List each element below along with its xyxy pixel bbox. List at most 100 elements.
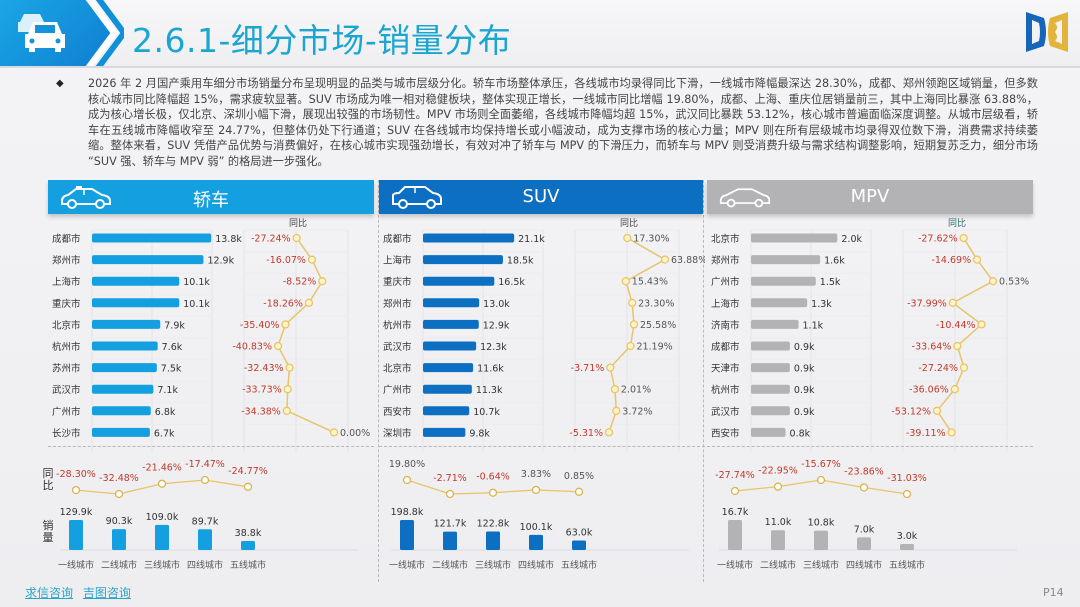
yoy-point xyxy=(621,277,630,286)
yoy-value: -36.06% xyxy=(909,385,949,396)
city-label: 广州市 xyxy=(383,384,412,396)
tier-sales-bar xyxy=(857,537,871,550)
city-label: 成都市 xyxy=(383,233,412,245)
sales-bar xyxy=(92,384,154,394)
chevron-icon xyxy=(85,0,124,66)
tier-yoy-value: -28.30% xyxy=(56,469,96,480)
panel-header-suv: SUV xyxy=(379,180,703,214)
yoy-point xyxy=(604,428,614,437)
tier-sales-value: 100.1k xyxy=(520,522,553,533)
yoy-value: -35.40% xyxy=(240,320,280,331)
tier-sales-bar xyxy=(69,520,83,550)
tier-yoy-value: -23.86% xyxy=(844,466,884,477)
sales-value: 12.9k xyxy=(207,256,234,267)
tier-label: 二线城市 xyxy=(432,559,468,571)
sales-value: 13.8k xyxy=(215,234,242,245)
city-label: 广州市 xyxy=(711,276,740,288)
tier-sales-bar xyxy=(112,529,126,550)
sales-value: 18.5k xyxy=(507,256,534,267)
panel-header-mpv: MPV xyxy=(707,180,1033,214)
city-label: 郑州市 xyxy=(52,255,81,267)
tier-sales-bar xyxy=(814,530,828,550)
city-label: 成都市 xyxy=(52,233,81,245)
sales-value: 11.3k xyxy=(476,385,503,396)
page-number: P14 xyxy=(1043,586,1064,599)
footer-link-jitu[interactable]: 吉图咨询 xyxy=(82,586,131,600)
sales-value: 12.3k xyxy=(480,342,507,353)
sedan-car-icon xyxy=(61,186,111,209)
tier-yoy-value: -32.48% xyxy=(99,473,139,484)
tier-yoy-point xyxy=(114,489,124,499)
panel-sedan: 轿车 同比 成都市 13.8k 郑州市 12.9k 上海市 10.1k 重庆市 10.1k 北京市… xyxy=(43,180,374,582)
tier-yoy-value: -22.95% xyxy=(758,466,798,477)
sales-value: 11.6k xyxy=(477,364,504,375)
panel-title: MPV xyxy=(850,186,890,207)
tier-label: 二线城市 xyxy=(101,559,137,571)
tier-sales-value: 122.8k xyxy=(477,518,510,529)
tier-chart-suv: 198.8k 一线城市 121.7k 二线城市 122.8k 三线城市 100.1k 四线城市… xyxy=(389,459,689,571)
city-label: 上海市 xyxy=(383,255,412,267)
sales-value: 6.7k xyxy=(154,428,175,439)
sales-value: 6.8k xyxy=(155,407,176,418)
yoy-value: 25.58% xyxy=(640,320,676,331)
tier-yoy-point xyxy=(157,479,167,488)
sales-bar xyxy=(92,427,150,437)
sales-bar xyxy=(92,341,158,351)
yoy-point xyxy=(932,406,942,415)
yoy-point xyxy=(606,363,615,372)
tier-label: 三线城市 xyxy=(475,559,511,571)
tier-sales-value: 16.7k xyxy=(722,507,749,518)
sales-value: 0.9k xyxy=(794,364,815,375)
tier-yoy-value: 0.85% xyxy=(564,471,594,482)
tier-label: 二线城市 xyxy=(760,559,796,571)
tier-label: 四线城市 xyxy=(187,559,223,571)
yoy-value: 3.72% xyxy=(622,406,652,417)
city-label: 上海市 xyxy=(52,276,81,288)
sales-bar xyxy=(751,384,790,394)
sales-bar xyxy=(751,341,790,351)
yoy-value: 0.00% xyxy=(340,428,370,439)
sales-bar xyxy=(751,298,808,308)
panel-header-sedan: 轿车 xyxy=(48,180,374,214)
sales-bar xyxy=(92,233,212,243)
yoy-value: -37.99% xyxy=(907,298,947,309)
header-badge xyxy=(0,0,112,66)
city-label: 郑州市 xyxy=(383,298,412,310)
yoy-value: -27.24% xyxy=(251,234,291,245)
yoy-point xyxy=(959,233,968,243)
tier-yoy-value: -21.46% xyxy=(142,463,182,474)
tier-label: 四线城市 xyxy=(518,559,554,571)
city-label: 广州市 xyxy=(52,406,81,418)
yoy-point xyxy=(660,255,670,264)
yoy-point xyxy=(281,320,290,329)
sales-value: 0.9k xyxy=(794,407,815,418)
sales-bar xyxy=(423,319,479,329)
tier-yoy-point xyxy=(773,482,783,491)
yoy-value: 21.19% xyxy=(636,342,672,353)
tier-sales-bar xyxy=(529,534,543,550)
city-label: 杭州市 xyxy=(711,384,740,396)
tier-sales-value: 129.9k xyxy=(60,507,93,518)
sales-bar xyxy=(423,255,503,265)
footer-link-qiuxin[interactable]: 求信咨询 xyxy=(25,586,74,600)
tier-yoy-value: 19.80% xyxy=(389,459,425,470)
yoy-value: -27.24% xyxy=(918,363,958,374)
sales-bar xyxy=(751,233,838,243)
yoy-point xyxy=(988,277,998,286)
sales-value: 10.1k xyxy=(183,299,210,310)
yoy-value: -34.38% xyxy=(241,406,281,417)
yoy-point xyxy=(329,428,339,437)
city-label: 武汉市 xyxy=(383,341,412,353)
panel-title: 轿车 xyxy=(193,190,229,211)
tier-chart-sedan: 129.9k 一线城市 90.3k 二线城市 109.0k 三线城市 89.7k 四线城市 38… xyxy=(56,459,358,571)
sales-bar xyxy=(92,276,180,286)
yoy-header-label: 同比 xyxy=(948,217,966,229)
yoy-point xyxy=(629,320,639,329)
sales-axis-label: 销量 xyxy=(42,519,54,544)
sales-value: 1.3k xyxy=(811,299,832,310)
tier-label: 一线城市 xyxy=(389,559,425,571)
tier-yoy-value: -2.71% xyxy=(433,473,467,484)
sales-bar xyxy=(423,406,470,416)
